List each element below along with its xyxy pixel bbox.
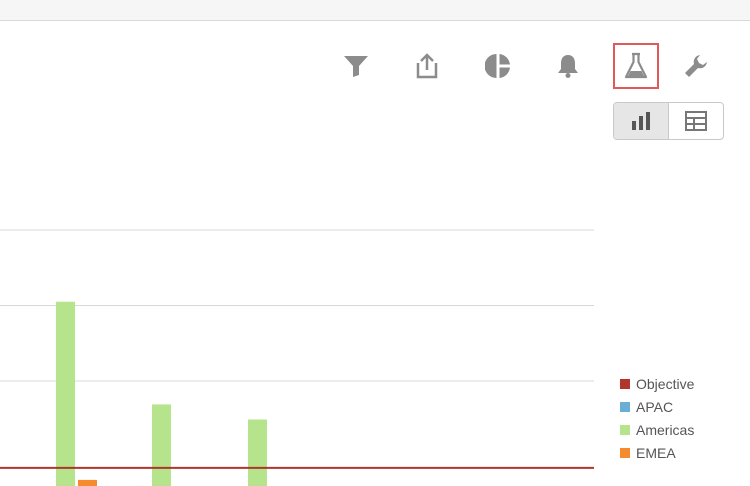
legend-label: EMEA [636, 444, 676, 461]
legend-item-americas[interactable]: Americas [620, 418, 694, 441]
share-icon [416, 53, 438, 79]
chart-view-button[interactable] [614, 103, 669, 139]
bar-chart-icon [632, 112, 650, 130]
legend-swatch [620, 401, 630, 412]
chart-legend: Objective APAC Americas EMEA [620, 372, 694, 464]
legend-swatch [620, 424, 630, 435]
legend-label: APAC [636, 398, 674, 415]
legend-label: Americas [636, 421, 695, 438]
bar-americas[interactable] [248, 419, 267, 486]
bar-emea[interactable] [78, 479, 97, 486]
legend-item-objective[interactable]: Objective [620, 372, 694, 395]
chart-toolbar [0, 0, 750, 100]
legend-swatch [620, 378, 630, 389]
labs-button[interactable] [613, 43, 659, 89]
legend-item-emea[interactable]: EMEA [620, 441, 694, 464]
top-bar [0, 0, 750, 21]
table-icon [685, 111, 707, 131]
filter-button[interactable] [333, 43, 379, 89]
bar-americas[interactable] [56, 301, 75, 486]
bell-icon [558, 55, 578, 78]
settings-button[interactable] [673, 43, 719, 89]
filter-icon [344, 56, 368, 77]
pie-chart-button[interactable] [475, 43, 521, 89]
legend-swatch [620, 447, 630, 458]
legend-label: Objective [636, 375, 695, 392]
table-view-button[interactable] [669, 103, 723, 139]
bar-americas[interactable] [152, 404, 171, 486]
bar-chart [0, 229, 594, 486]
alerts-button[interactable] [545, 43, 591, 89]
flask-icon [624, 52, 648, 79]
view-toggle [613, 102, 724, 140]
share-button[interactable] [404, 43, 450, 89]
pie-chart-icon [485, 54, 510, 78]
legend-item-apac[interactable]: APAC [620, 395, 694, 418]
wrench-icon [685, 55, 707, 77]
